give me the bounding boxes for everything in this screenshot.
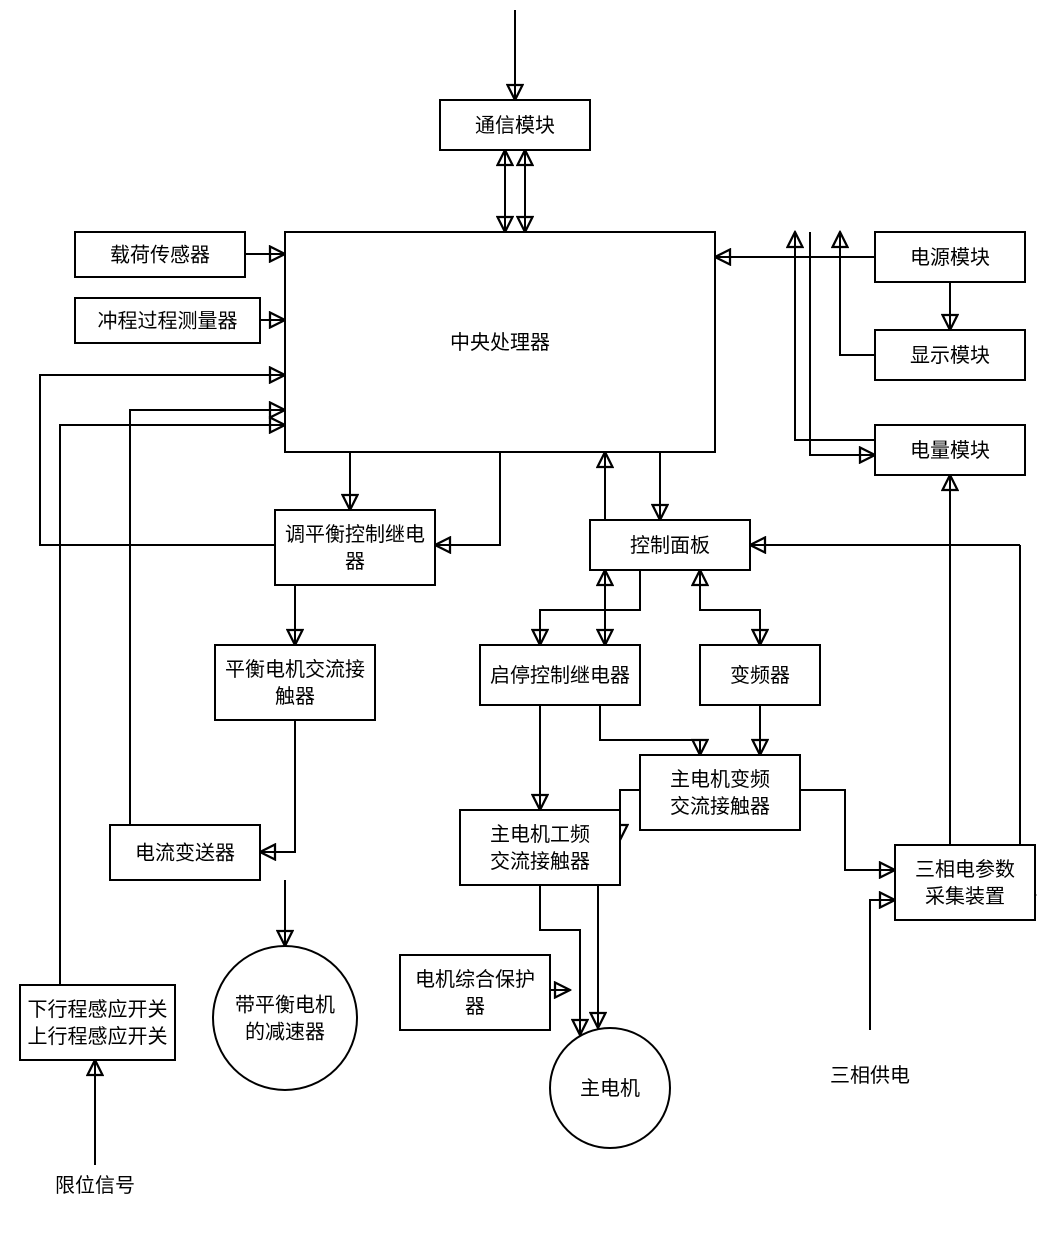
edge-28 [870, 900, 895, 1030]
node-limlabel-label-0: 限位信号 [55, 1174, 135, 1197]
edge-16 [540, 570, 640, 645]
edge-21 [130, 410, 285, 825]
node-tpacq-label-1: 采集装置 [925, 885, 1005, 908]
node-tpacq-label-0: 三相电参数 [915, 858, 1015, 881]
edge-24 [600, 705, 700, 755]
node-protect-label-0: 电机综合保护 [415, 968, 535, 991]
edge-17 [700, 570, 760, 645]
node-vfcont-label-0: 主电机变频 [670, 768, 770, 791]
node-comm-label-0: 通信模块 [475, 114, 555, 137]
node-elec-label-0: 电量模块 [910, 439, 990, 462]
node-load-label-0: 载荷传感器 [110, 244, 210, 267]
node-vfcont-label-1: 交流接触器 [670, 795, 770, 818]
node-balrelay [275, 510, 435, 585]
node-balmotor-label-1: 的减速器 [245, 1021, 325, 1044]
node-balrelay-label-1: 器 [345, 551, 365, 573]
node-balcont-label-1: 触器 [275, 685, 315, 708]
node-vfcont [640, 755, 800, 830]
node-limsw [20, 985, 175, 1060]
node-disp-label-0: 显示模块 [910, 344, 990, 367]
node-balmotor [213, 946, 357, 1090]
edge-26 [620, 790, 640, 840]
node-balcont-label-0: 平衡电机交流接 [225, 658, 365, 681]
node-protect [400, 955, 550, 1030]
node-pwr-label-0: 电源模块 [910, 246, 990, 269]
edge-9 [810, 232, 875, 455]
node-cpu-label-0: 中央处理器 [450, 331, 550, 354]
node-limsw-label-1: 上行程感应开关 [28, 1025, 168, 1048]
node-stroke-label-0: 冲程过程测量器 [98, 310, 238, 333]
edge-11 [435, 452, 500, 545]
edge-7 [840, 232, 875, 355]
node-startrelay-label-0: 启停控制继电器 [490, 664, 630, 687]
node-panel-label-0: 控制面板 [630, 534, 710, 557]
edge-20 [260, 720, 295, 852]
node-pfcont [460, 810, 620, 885]
node-balmotor-label-0: 带平衡电机 [235, 994, 335, 1017]
edge-30 [1020, 545, 1035, 895]
node-pfcont-label-1: 交流接触器 [490, 850, 590, 873]
node-curtx-label-0: 电流变送器 [135, 842, 235, 865]
node-vfd-label-0: 变频器 [730, 664, 790, 687]
node-pfcont-label-0: 主电机工频 [490, 823, 590, 846]
node-tplabel-label-0: 三相供电 [830, 1064, 910, 1087]
edge-19 [40, 375, 285, 545]
edge-27 [800, 790, 895, 870]
node-balrelay-label-0: 调平衡控制继电 [285, 523, 425, 546]
node-protect-label-1: 器 [465, 996, 485, 1018]
node-balcont [215, 645, 375, 720]
node-mainmotor-label-0: 主电机 [580, 1077, 640, 1100]
edge-8 [795, 232, 875, 440]
node-limsw-label-0: 下行程感应开关 [28, 998, 168, 1021]
node-tpacq [895, 845, 1035, 920]
